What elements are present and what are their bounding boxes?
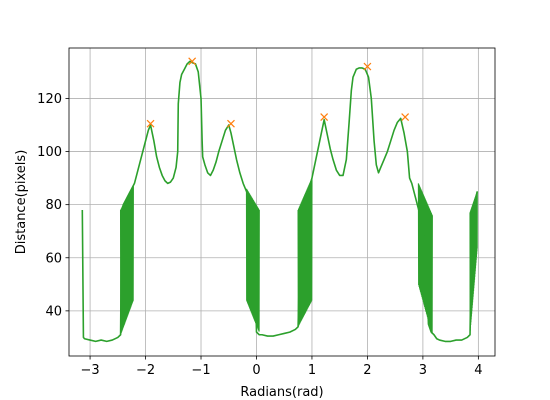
band-stroke	[245, 188, 260, 332]
series-group	[81, 60, 479, 343]
y-tick-label: 80	[45, 198, 62, 213]
y-tick-label: 120	[37, 92, 62, 107]
peak-marker	[320, 113, 329, 121]
plot-frame	[68, 47, 496, 357]
y-tick-label: 100	[37, 145, 62, 160]
band-stroke	[297, 178, 313, 327]
x-tick-label: 2	[363, 363, 371, 378]
band-stroke	[417, 183, 433, 334]
x-tick-label: 1	[308, 363, 316, 378]
x-tick-label: −1	[191, 363, 210, 378]
peak-marker	[188, 57, 197, 66]
series-line	[81, 60, 479, 343]
x-tick-label: 4	[474, 363, 482, 378]
x-tick-label: 0	[252, 363, 260, 378]
dense-band	[245, 188, 260, 332]
peak-marker	[401, 113, 410, 121]
y-tick-label: 40	[45, 304, 62, 319]
x-tick-label: −2	[136, 363, 155, 378]
x-axis-label: Radians(rad)	[240, 385, 323, 400]
y-ticks: 40 60 80 100 120	[37, 92, 69, 319]
y-tick-label: 60	[45, 251, 62, 266]
x-tick-label: 3	[419, 363, 427, 378]
y-axis-label: Distance(pixels)	[14, 150, 29, 255]
x-ticks: −3 −2 −1 0 1 2 3 4	[80, 356, 483, 378]
peak-marker	[146, 119, 155, 128]
dense-band	[417, 183, 433, 334]
peak-marker	[227, 119, 235, 128]
dense-band	[297, 178, 313, 327]
peak-marker	[363, 62, 372, 71]
peak-markers	[146, 57, 410, 128]
x-tick-label: −3	[80, 363, 99, 378]
